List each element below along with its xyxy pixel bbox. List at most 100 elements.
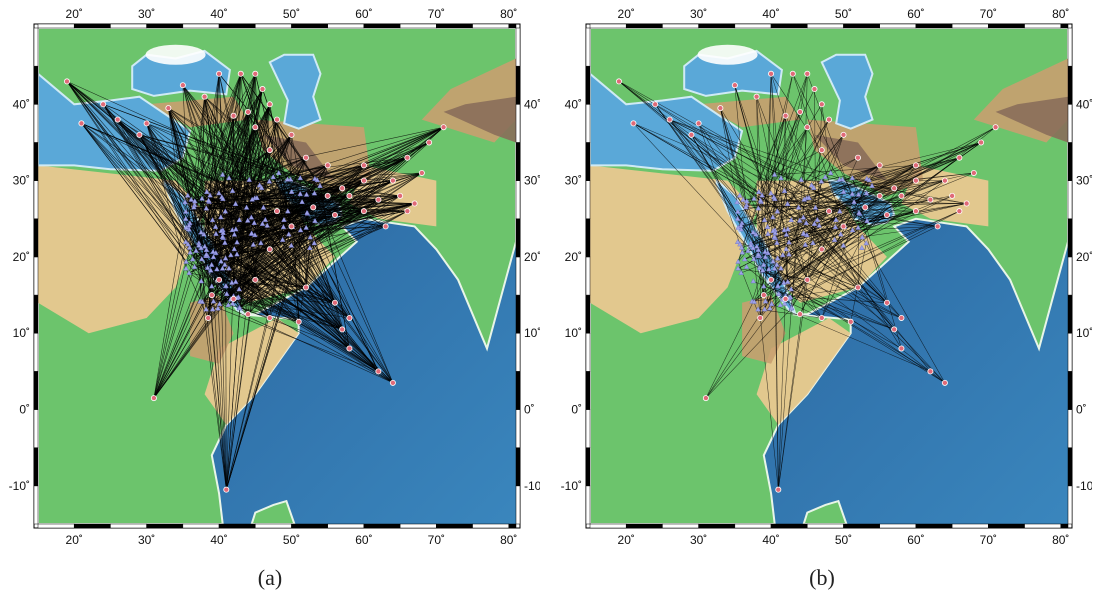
frame-segment bbox=[327, 23, 365, 29]
station-marker bbox=[201, 93, 208, 100]
ray-path bbox=[211, 178, 230, 296]
frame-segment bbox=[662, 523, 699, 529]
frame-segment bbox=[585, 218, 591, 258]
event-marker bbox=[229, 279, 235, 285]
ray-path bbox=[830, 134, 844, 174]
ray-path bbox=[618, 81, 868, 222]
event-marker bbox=[219, 265, 226, 271]
event-marker bbox=[191, 204, 197, 210]
event-marker bbox=[231, 231, 238, 237]
lon-tick-label-top: 50˚ bbox=[835, 7, 852, 21]
station-marker bbox=[382, 223, 389, 230]
station-marker bbox=[411, 200, 418, 207]
station-marker bbox=[854, 284, 861, 291]
ray-path bbox=[249, 104, 271, 180]
event-marker bbox=[234, 239, 240, 245]
lon-tick-label-top: 70˚ bbox=[980, 7, 997, 21]
ray-path bbox=[195, 127, 256, 251]
panel-caption-b: (b) bbox=[809, 565, 835, 590]
event-marker bbox=[771, 265, 778, 271]
event-marker bbox=[735, 208, 741, 214]
frame-segment bbox=[33, 371, 39, 410]
frame-segment bbox=[255, 523, 292, 529]
event-marker bbox=[304, 209, 310, 215]
ray-path bbox=[146, 123, 222, 232]
frame-segment bbox=[515, 218, 521, 258]
event-marker bbox=[186, 269, 192, 275]
frame-segment bbox=[1024, 23, 1062, 29]
station-marker bbox=[970, 169, 977, 176]
event-marker bbox=[750, 245, 756, 251]
ray-path bbox=[228, 207, 314, 306]
ray-path bbox=[194, 96, 205, 206]
ray-path bbox=[236, 157, 307, 299]
ray-path bbox=[239, 165, 328, 309]
ray-path bbox=[226, 244, 254, 490]
frame-segment bbox=[1060, 23, 1069, 29]
event-marker bbox=[736, 192, 743, 198]
ray-path bbox=[185, 195, 350, 220]
event-marker bbox=[788, 217, 795, 223]
event-marker bbox=[182, 215, 189, 221]
ray-path bbox=[762, 172, 974, 196]
ray-path bbox=[788, 226, 844, 255]
frame-segment bbox=[585, 256, 591, 296]
station-marker bbox=[375, 368, 382, 375]
lat-tick-label-right: 20˚ bbox=[1076, 250, 1092, 264]
frame-segment bbox=[515, 27, 521, 67]
station-marker bbox=[811, 86, 818, 93]
event-marker bbox=[827, 170, 834, 176]
event-marker bbox=[186, 244, 193, 250]
ray-path bbox=[238, 296, 335, 303]
ray-path bbox=[153, 261, 187, 399]
station-marker bbox=[883, 299, 890, 306]
frame-segment bbox=[515, 371, 521, 410]
station-marker bbox=[652, 101, 659, 108]
station-marker bbox=[426, 139, 433, 146]
event-marker bbox=[210, 254, 217, 260]
ray-path bbox=[821, 237, 863, 319]
ray-path bbox=[755, 127, 808, 235]
event-marker bbox=[810, 184, 817, 190]
ray-path bbox=[182, 85, 233, 304]
map-frame bbox=[33, 23, 521, 529]
event-marker bbox=[222, 261, 228, 267]
event-marker bbox=[249, 196, 255, 202]
station-marker bbox=[927, 368, 934, 375]
event-marker bbox=[755, 205, 762, 211]
lat-tick-label-left: -10˚ bbox=[561, 479, 582, 493]
event-marker bbox=[189, 256, 196, 262]
ray-path bbox=[799, 179, 870, 315]
ray-path bbox=[209, 187, 343, 203]
frame-segment bbox=[515, 485, 521, 525]
event-marker bbox=[849, 175, 856, 181]
event-marker bbox=[814, 216, 821, 222]
frame-segment bbox=[33, 104, 39, 143]
ray-path bbox=[222, 126, 444, 175]
topography-layer bbox=[38, 28, 516, 524]
ray-path bbox=[195, 250, 227, 490]
ray-path bbox=[185, 172, 422, 203]
station-marker bbox=[760, 292, 767, 299]
ray-path bbox=[255, 73, 292, 227]
frame-segment bbox=[662, 23, 699, 29]
lat-tick-label-right: 10˚ bbox=[1076, 326, 1092, 340]
lat-tick-label-left: 40˚ bbox=[565, 97, 582, 111]
ray-path bbox=[792, 73, 853, 195]
frame-segment bbox=[33, 409, 39, 448]
ray-path bbox=[225, 285, 270, 319]
station-marker bbox=[288, 223, 295, 230]
ray-path bbox=[814, 88, 816, 208]
frame-segment bbox=[1067, 409, 1073, 448]
frame-segment bbox=[363, 23, 401, 29]
frame-segment bbox=[33, 180, 39, 220]
event-marker bbox=[866, 177, 872, 183]
ray-path bbox=[767, 252, 902, 319]
ray-path bbox=[187, 88, 263, 245]
event-marker bbox=[198, 278, 205, 284]
station-marker bbox=[695, 120, 702, 127]
ray-path bbox=[737, 111, 801, 262]
ray-path bbox=[251, 203, 415, 235]
frame-segment bbox=[589, 523, 627, 529]
lat-tick-label-left: 20˚ bbox=[565, 250, 582, 264]
